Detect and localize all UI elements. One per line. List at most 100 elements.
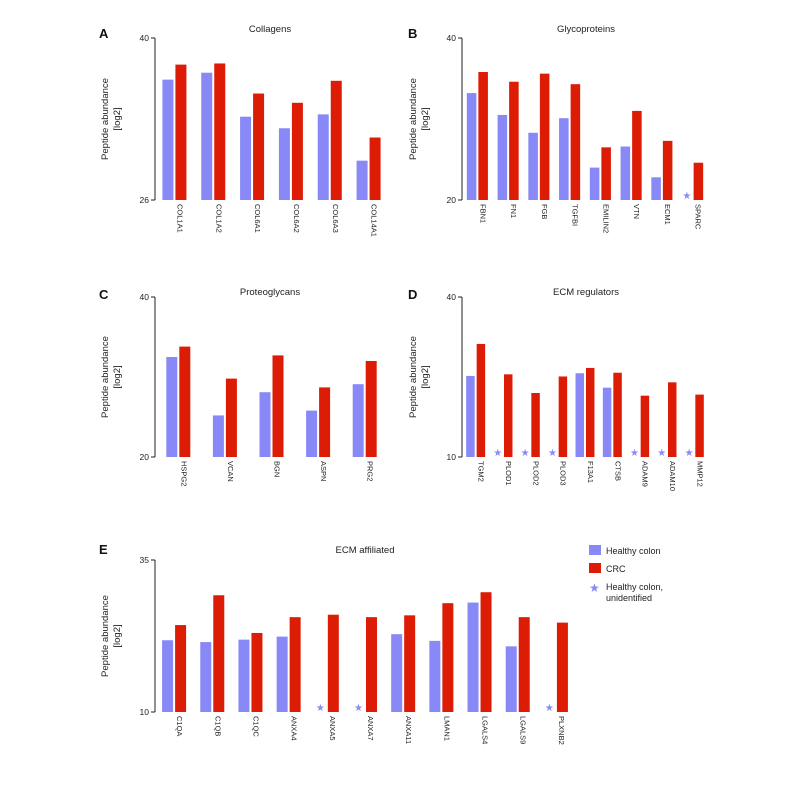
- panel-b: B Glycoproteins Peptide abundance[log2] 40 2…: [408, 24, 704, 233]
- category-label: PLOD3: [559, 461, 568, 486]
- category-label: TGFBI: [571, 204, 580, 226]
- y-axis-label: Peptide abundance[log2]: [408, 78, 431, 160]
- y-tick-label-max: 40: [140, 33, 150, 43]
- unidentified-star-icon: ★: [493, 448, 502, 459]
- y-tick-label-min: 20: [140, 452, 150, 462]
- panel-title: ECM affiliated: [336, 545, 395, 556]
- unidentified-star-icon: ★: [521, 448, 530, 459]
- bar-healthy: [356, 160, 368, 200]
- bar-healthy: [651, 177, 661, 200]
- unidentified-star-icon: ★: [630, 448, 639, 459]
- category-label: FGB: [540, 204, 549, 219]
- y-axis-label-line2: [log2]: [420, 107, 431, 130]
- bar-healthy: [505, 646, 517, 712]
- category-label: LMAN1: [442, 716, 451, 741]
- panel-title: ECM regulators: [553, 287, 619, 298]
- category-label: COL6A2: [292, 204, 301, 233]
- y-axis-label: Peptide abundance[log2]: [408, 336, 431, 418]
- category-label: ANXA7: [366, 716, 375, 741]
- legend: Healthy colon CRC ★ Healthy colon, unide…: [589, 545, 663, 603]
- legend-star-icon: ★: [589, 581, 600, 595]
- bar-crc: [253, 93, 265, 200]
- panel-letter: C: [99, 287, 109, 302]
- category-label: PLOD1: [504, 461, 513, 486]
- bar-crc: [558, 376, 568, 457]
- bar-crc: [365, 361, 377, 457]
- bar-crc: [369, 137, 381, 200]
- category-label: EMILIN2: [601, 204, 610, 233]
- y-axis-label-line2: [log2]: [112, 107, 123, 130]
- category-label: LGALS9: [519, 716, 528, 744]
- bar-crc: [539, 73, 550, 200]
- category-label: ANXA11: [404, 716, 413, 744]
- y-tick-label-max: 35: [140, 555, 150, 565]
- y-tick-label-max: 40: [447, 292, 457, 302]
- panel-letter: E: [99, 542, 108, 557]
- y-axis-label-line2: [log2]: [112, 365, 123, 388]
- bar-crc: [478, 72, 488, 200]
- bar-crc: [668, 382, 677, 457]
- unidentified-star-icon: ★: [354, 703, 363, 714]
- y-tick-label-min: 10: [447, 452, 457, 462]
- unidentified-star-icon: ★: [685, 448, 694, 459]
- bar-crc: [442, 603, 454, 712]
- bar-crc: [509, 81, 519, 200]
- category-label: FN1: [509, 204, 518, 218]
- category-label: COL6A3: [331, 204, 340, 233]
- bar-crc: [291, 102, 303, 200]
- bar-healthy: [306, 410, 318, 457]
- bar-crc: [179, 346, 191, 457]
- y-tick-label-max: 40: [447, 33, 457, 43]
- bar-healthy: [559, 118, 569, 200]
- category-label: COL1A2: [214, 204, 223, 233]
- y-axis-label-line1: Peptide abundance: [408, 336, 419, 418]
- bar-crc: [289, 617, 301, 712]
- category-label: CTSB: [613, 461, 622, 481]
- category-label: LGALS4: [481, 716, 490, 744]
- bar-healthy: [620, 146, 631, 200]
- bar-crc: [327, 614, 339, 712]
- bar-crc: [225, 378, 237, 457]
- legend-label-crc: CRC: [606, 564, 626, 574]
- y-tick-label-max: 40: [140, 292, 150, 302]
- category-label: BGN: [273, 461, 282, 477]
- bar-healthy: [201, 72, 213, 200]
- legend-swatch-healthy: [589, 545, 601, 555]
- bar-crc: [330, 80, 342, 200]
- bar-crc: [476, 343, 486, 457]
- category-label: C1QB: [213, 716, 222, 736]
- y-axis-label-line1: Peptide abundance: [100, 595, 111, 677]
- category-label: PRG2: [366, 461, 375, 481]
- y-axis-label: Peptide abundance[log2]: [100, 78, 123, 160]
- bar-healthy: [162, 640, 174, 712]
- unidentified-star-icon: ★: [545, 703, 554, 714]
- category-label: F13A1: [586, 461, 595, 483]
- bar-healthy: [466, 375, 475, 457]
- category-label: PLXNB2: [557, 716, 566, 745]
- bar-crc: [632, 110, 642, 200]
- panel-letter: D: [408, 287, 417, 302]
- category-label: COL6A1: [253, 204, 262, 233]
- bar-crc: [175, 64, 187, 200]
- bar-healthy: [278, 128, 290, 200]
- bar-healthy: [528, 132, 538, 200]
- bar-crc: [504, 374, 513, 457]
- bar-healthy: [200, 642, 212, 712]
- bar-healthy: [352, 384, 364, 457]
- category-label: HSPG2: [179, 461, 188, 486]
- bar-healthy: [317, 114, 329, 200]
- bar-crc: [613, 372, 622, 457]
- legend-label-unidentified-line1: Healthy colon,: [606, 582, 663, 592]
- unidentified-star-icon: ★: [548, 448, 557, 459]
- category-label: SPARC: [694, 204, 703, 230]
- bar-crc: [662, 140, 673, 200]
- bar-crc: [693, 162, 704, 200]
- y-axis-label: Peptide abundance[log2]: [100, 595, 123, 677]
- bar-crc: [251, 632, 263, 712]
- category-label: COL1A1: [175, 204, 184, 233]
- panel-title: Collagens: [249, 24, 291, 35]
- category-label: COL14A1: [370, 204, 379, 237]
- bar-crc: [480, 592, 492, 712]
- bar-healthy: [276, 636, 288, 712]
